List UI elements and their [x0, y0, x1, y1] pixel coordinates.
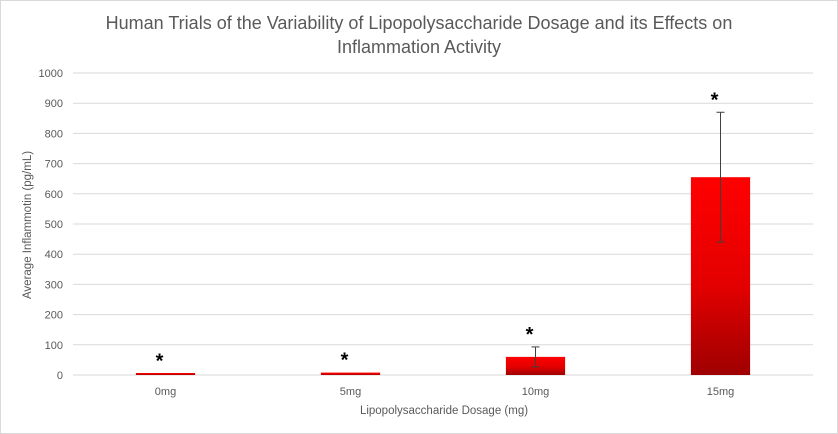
y-axis-title: Average Inflammotin (pg/mL) [22, 151, 34, 299]
significance-marker: * [156, 350, 164, 372]
y-tick-label: 300 [45, 279, 63, 291]
bar-0mg [135, 373, 196, 375]
y-tick-label: 0 [57, 370, 63, 382]
y-tick-label: 900 [45, 98, 63, 110]
significance-marker: * [341, 350, 349, 372]
x-tick-label: 5mg [340, 386, 361, 398]
chart-title-line-2: Inflammation Activity [336, 37, 502, 57]
significance-marker: * [711, 89, 719, 111]
bar-5mg [320, 372, 381, 375]
x-tick-label: 10mg [522, 386, 550, 398]
significance-marker: * [526, 324, 534, 346]
chart-title-line-1: Human Trials of the Variability of Lipop… [105, 13, 733, 33]
chart-title: Human Trials of the Variability of Lipop… [1, 11, 837, 59]
y-tick-label: 100 [45, 340, 63, 352]
x-tick-label: 15mg [707, 386, 735, 398]
x-tick-label: 0mg [155, 386, 176, 398]
y-tick-label: 700 [45, 159, 63, 171]
y-tick-label: 600 [45, 189, 63, 201]
y-tick-label: 500 [45, 219, 63, 231]
grid-lines [73, 72, 813, 376]
x-axis-title: Lipopolysaccharide Dosage (mg) [360, 405, 528, 417]
bars: * * * * [135, 89, 751, 375]
x-axis-ticks: 0mg 5mg 10mg 15mg [155, 386, 734, 398]
y-tick-label: 400 [45, 249, 63, 261]
y-axis-ticks: 0 100 200 300 400 500 600 700 800 900 1000 [39, 68, 63, 382]
y-tick-label: 800 [45, 128, 63, 140]
y-tick-label: 1000 [39, 68, 63, 80]
y-tick-label: 200 [45, 310, 63, 322]
